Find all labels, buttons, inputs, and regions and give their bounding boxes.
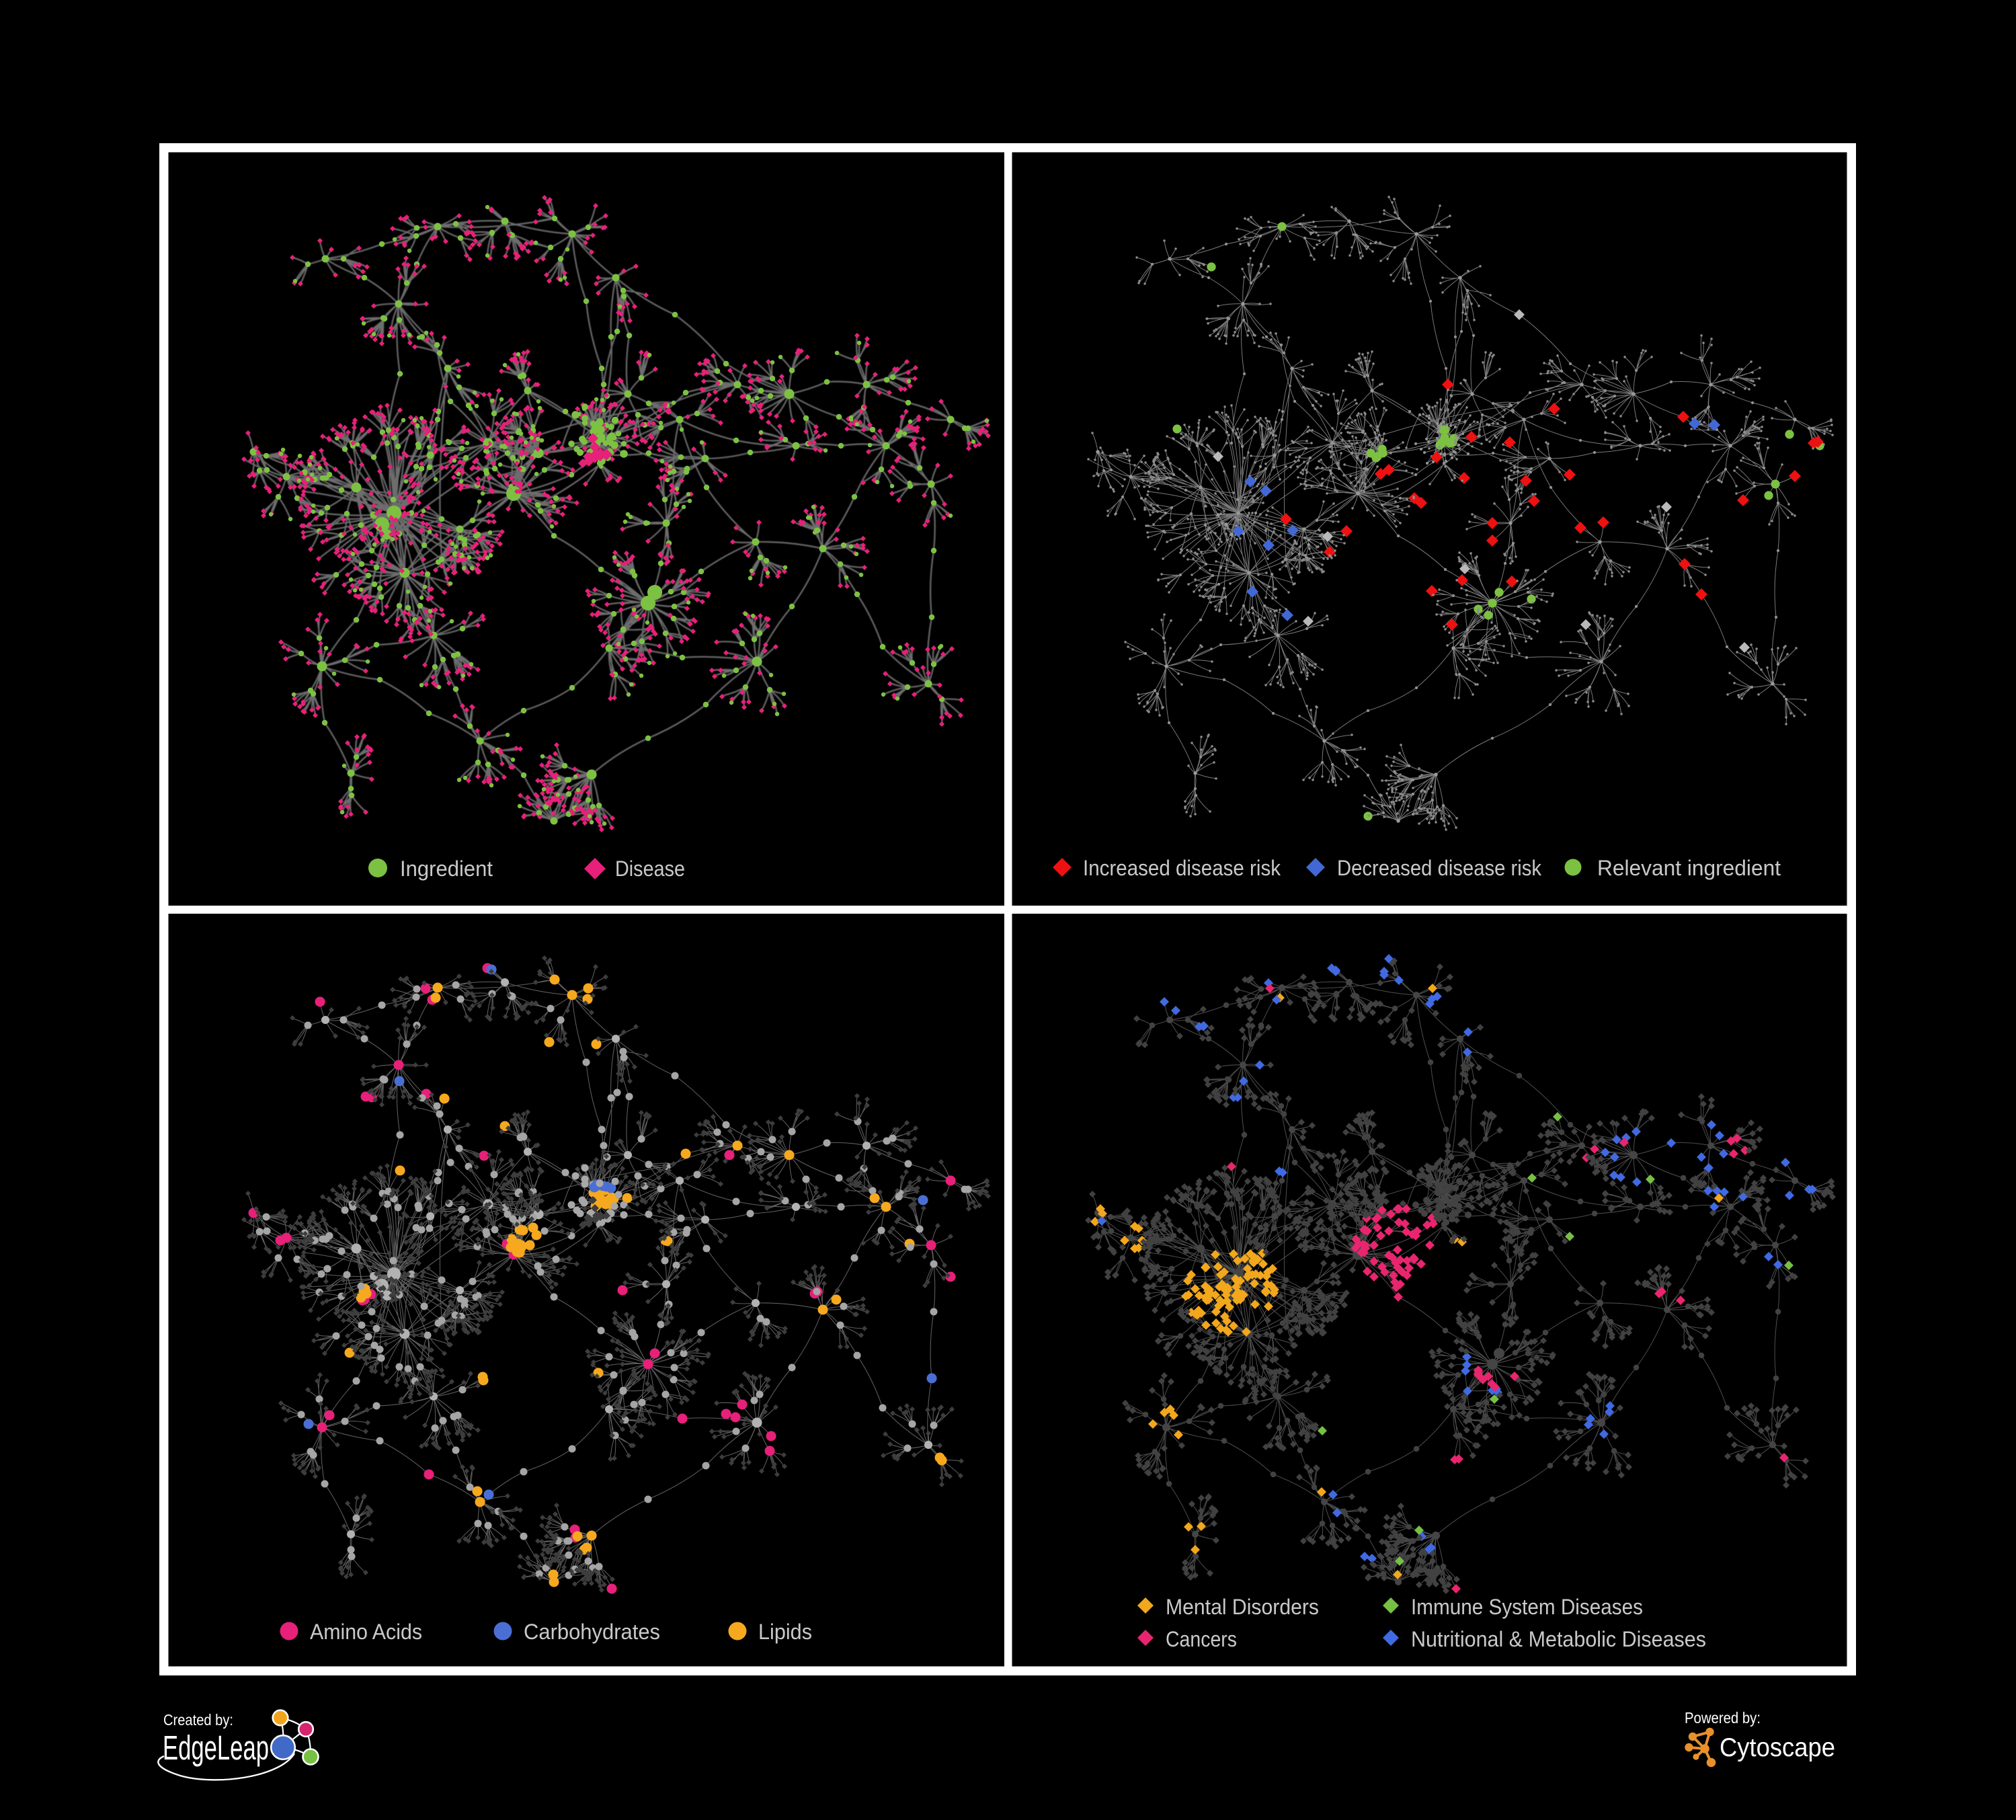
svg-text:Carbohydrates: Carbohydrates: [524, 1620, 660, 1644]
svg-text:Powered by:: Powered by:: [1685, 1709, 1761, 1727]
svg-text:Nutritional & Metabolic Diseas: Nutritional & Metabolic Diseases: [1411, 1627, 1706, 1651]
svg-text:Increased disease risk: Increased disease risk: [1083, 856, 1281, 880]
svg-text:Cancers: Cancers: [1166, 1627, 1237, 1651]
svg-text:EdgeLeap: EdgeLeap: [163, 1729, 269, 1767]
svg-text:Amino Acids: Amino Acids: [310, 1620, 422, 1644]
svg-text:Cytoscape: Cytoscape: [1720, 1733, 1835, 1762]
svg-text:Mental Disorders: Mental Disorders: [1166, 1595, 1319, 1619]
svg-text:Immune System Diseases: Immune System Diseases: [1411, 1595, 1643, 1619]
svg-text:Decreased disease risk: Decreased disease risk: [1337, 856, 1542, 880]
svg-text:Ingredient: Ingredient: [400, 857, 493, 881]
svg-text:Lipids: Lipids: [758, 1620, 812, 1644]
svg-text:Created by:: Created by:: [163, 1711, 233, 1729]
svg-text:Relevant ingredient: Relevant ingredient: [1597, 856, 1781, 880]
svg-text:Disease: Disease: [615, 857, 685, 881]
